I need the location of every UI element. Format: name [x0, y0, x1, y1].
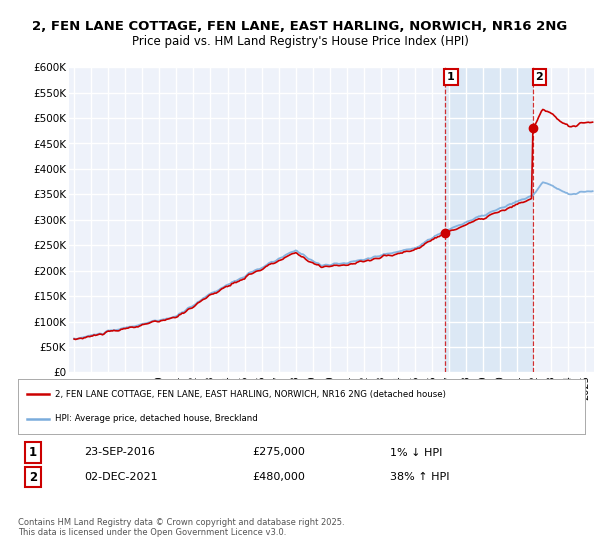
Bar	[445, 67, 533, 372]
Text: 2, FEN LANE COTTAGE, FEN LANE, EAST HARLING, NORWICH, NR16 2NG: 2, FEN LANE COTTAGE, FEN LANE, EAST HARL…	[32, 20, 568, 32]
Text: Contains HM Land Registry data © Crown copyright and database right 2025.
This d: Contains HM Land Registry data © Crown c…	[18, 518, 344, 538]
Text: 02-DEC-2021: 02-DEC-2021	[84, 472, 158, 482]
Text: £275,000: £275,000	[252, 447, 305, 458]
Text: £480,000: £480,000	[252, 472, 305, 482]
Text: 1: 1	[447, 72, 455, 82]
Text: Price paid vs. HM Land Registry's House Price Index (HPI): Price paid vs. HM Land Registry's House …	[131, 35, 469, 48]
Text: 1% ↓ HPI: 1% ↓ HPI	[390, 447, 442, 458]
Text: 2: 2	[536, 72, 543, 82]
Text: HPI: Average price, detached house, Breckland: HPI: Average price, detached house, Brec…	[55, 414, 257, 423]
Text: 2: 2	[29, 470, 37, 484]
Text: 1: 1	[29, 446, 37, 459]
Text: 2, FEN LANE COTTAGE, FEN LANE, EAST HARLING, NORWICH, NR16 2NG (detached house): 2, FEN LANE COTTAGE, FEN LANE, EAST HARL…	[55, 390, 446, 399]
Text: 23-SEP-2016: 23-SEP-2016	[84, 447, 155, 458]
Text: 38% ↑ HPI: 38% ↑ HPI	[390, 472, 449, 482]
